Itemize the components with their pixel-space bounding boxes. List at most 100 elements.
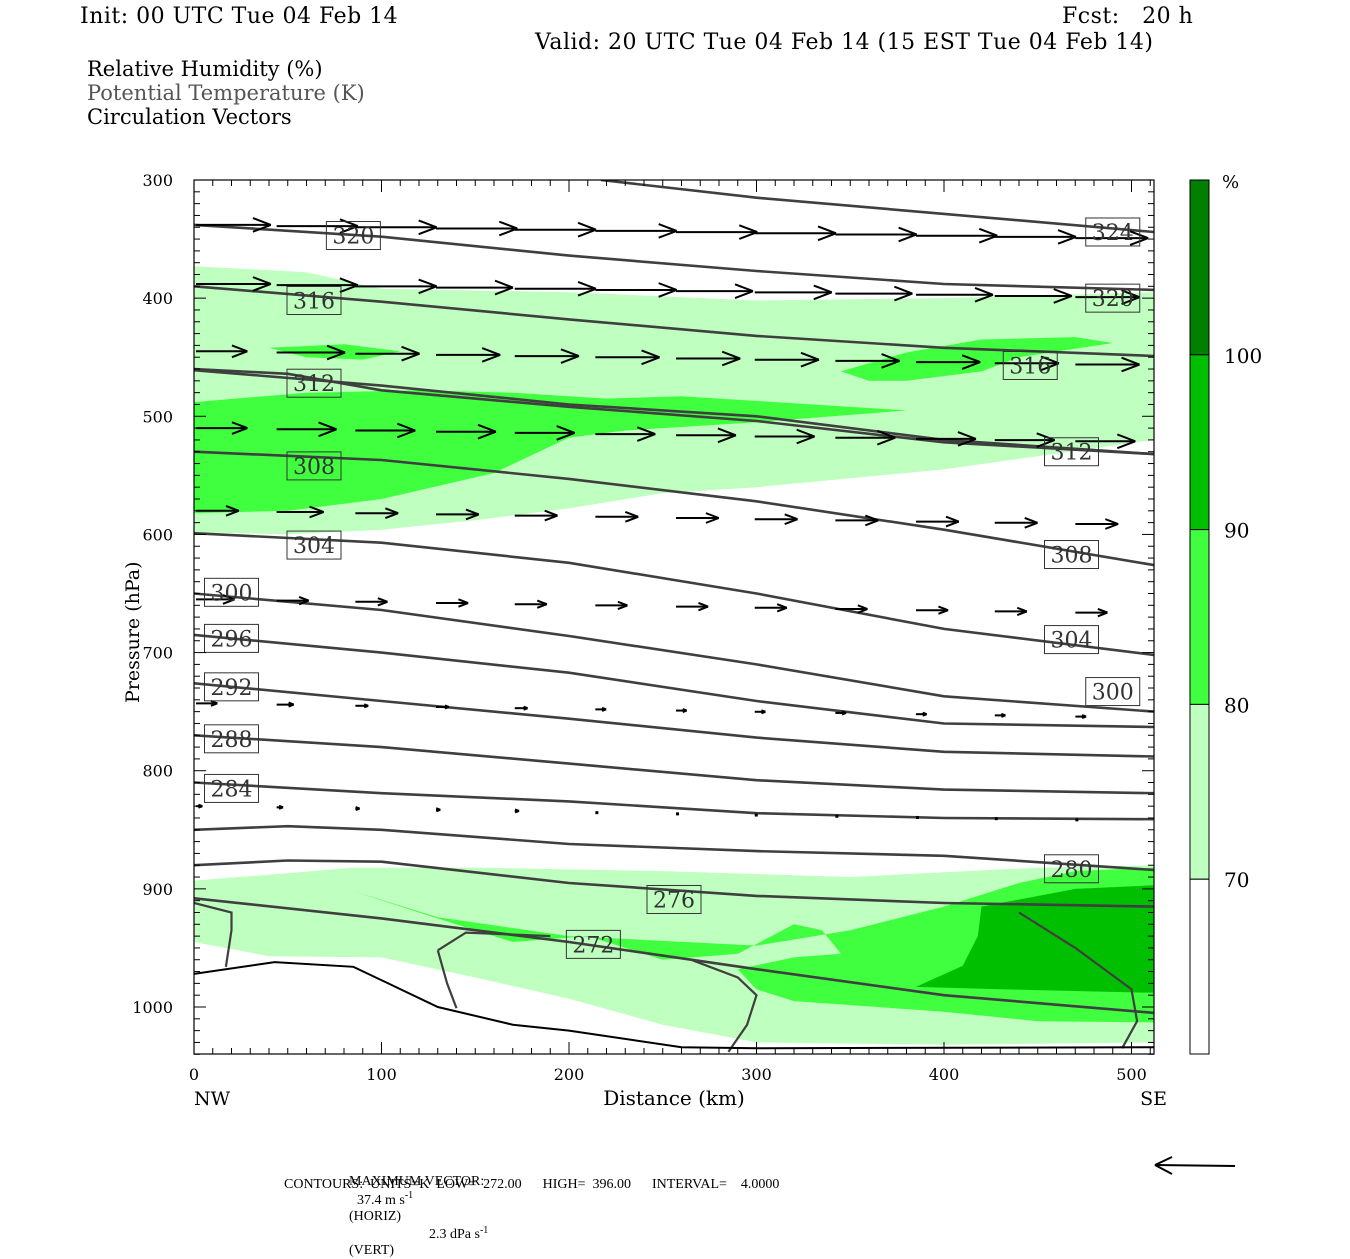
vector-arrow bbox=[436, 704, 450, 710]
vector-head bbox=[377, 597, 388, 603]
vector-head bbox=[418, 285, 438, 295]
contour-label-text: 312 bbox=[293, 372, 335, 397]
y-tick-label: 600 bbox=[142, 525, 173, 544]
max-vector-horiz-tag: (HORIZ) bbox=[349, 1208, 402, 1224]
vector-arrow bbox=[835, 514, 879, 527]
contour-label-text: 288 bbox=[211, 728, 253, 753]
vector-head bbox=[864, 519, 879, 527]
axes: 0 100 200 300 400 500 300 400 500 600 700 800 900 100… bbox=[132, 171, 1154, 1084]
terrain-profile-line bbox=[194, 961, 1154, 1050]
vector-arrow bbox=[1075, 818, 1079, 822]
vector-arrow bbox=[436, 347, 501, 363]
contour-label-text: 316 bbox=[293, 290, 335, 315]
vector-arrow bbox=[994, 712, 1006, 718]
contour-label-box bbox=[565, 929, 621, 959]
vector-head bbox=[617, 600, 628, 607]
colorbar-level-label: 70 bbox=[1224, 868, 1249, 892]
theta-contour-line bbox=[194, 734, 1154, 795]
vector-arrow bbox=[595, 282, 678, 298]
contour-label-text: 272 bbox=[572, 933, 614, 958]
vector-arrow bbox=[355, 219, 438, 236]
theta-contour-line bbox=[194, 859, 1154, 908]
vector-arrow bbox=[514, 425, 575, 441]
x-tick-label: 400 bbox=[929, 1065, 960, 1084]
vector-head bbox=[705, 512, 720, 519]
max-vector-label: MAXIMUM VECTOR: bbox=[349, 1174, 485, 1189]
vector-head bbox=[978, 234, 998, 244]
circulation-vectors bbox=[196, 217, 1149, 822]
legend-potential-temperature: Potential Temperature (K) bbox=[87, 81, 365, 105]
colorbar-segment-below-70 bbox=[1189, 878, 1210, 1055]
legend-relative-humidity: Relative Humidity (%) bbox=[87, 57, 323, 81]
vector-arrow bbox=[676, 283, 754, 299]
contour-label-box bbox=[646, 884, 702, 914]
vector-arrow bbox=[916, 286, 994, 303]
x-tick-label: 100 bbox=[366, 1065, 397, 1084]
vector-head bbox=[231, 350, 248, 359]
vector-arrow bbox=[436, 279, 514, 296]
vector-head bbox=[339, 277, 359, 287]
vector-head bbox=[857, 604, 868, 610]
vector-head bbox=[658, 282, 678, 291]
vector-head bbox=[734, 283, 754, 293]
vector-head bbox=[961, 361, 981, 370]
vector-arrow bbox=[994, 606, 1028, 616]
vector-head bbox=[1116, 433, 1136, 443]
vector-head bbox=[617, 604, 628, 610]
vector-head bbox=[577, 280, 597, 290]
vector-head bbox=[857, 608, 868, 614]
vector-head bbox=[624, 515, 639, 523]
vector-head bbox=[974, 293, 994, 303]
vector-head bbox=[465, 513, 480, 521]
rh-80-90-mid-region bbox=[194, 390, 907, 514]
vector-arrow bbox=[514, 221, 597, 238]
vector-arrow bbox=[514, 280, 597, 297]
vector-head bbox=[326, 344, 346, 354]
vector-head bbox=[465, 508, 480, 516]
vector-head bbox=[978, 227, 998, 237]
vector-arrow bbox=[994, 288, 1073, 304]
vector-head bbox=[1053, 288, 1073, 297]
theta-contour-line bbox=[194, 592, 1154, 713]
vector-head bbox=[363, 704, 369, 709]
contour-label: 292 bbox=[204, 672, 259, 702]
vector-arrow bbox=[676, 224, 758, 240]
contour-label-text: 308 bbox=[1051, 544, 1093, 569]
cross-section-chart: 320 324 316 320 312 316 308 312 304 308 300 304 296 3… bbox=[122, 171, 1262, 1175]
vector-head bbox=[1121, 363, 1140, 373]
vector-head bbox=[1024, 521, 1038, 529]
contour-label-box bbox=[286, 286, 342, 316]
vector-arrow bbox=[676, 350, 741, 367]
vector-head bbox=[198, 805, 203, 809]
vector-arrow bbox=[835, 226, 918, 243]
vector-head bbox=[813, 284, 833, 294]
contour-labels: 320 324 316 320 312 316 308 312 304 308 300 304 296 3… bbox=[204, 217, 1141, 959]
rh-80-90-right-region bbox=[840, 337, 1113, 381]
vector-head bbox=[444, 706, 450, 710]
vector-head bbox=[734, 290, 754, 299]
vector-head bbox=[288, 703, 295, 708]
theta-contour-line bbox=[600, 180, 1154, 234]
theta-contour-line bbox=[437, 931, 551, 952]
vector-head bbox=[494, 279, 514, 289]
vector-head bbox=[841, 712, 847, 716]
contour-label: 288 bbox=[204, 724, 259, 754]
vector-arrow bbox=[514, 808, 520, 814]
vector-head bbox=[738, 224, 758, 234]
vector-arrow bbox=[754, 709, 766, 715]
vector-arrow bbox=[355, 597, 388, 607]
vector-arrow bbox=[916, 431, 977, 447]
vector-head bbox=[938, 609, 949, 615]
vector-arrow bbox=[916, 605, 949, 615]
contour-label-text: 316 bbox=[1009, 354, 1051, 379]
vector-arrow bbox=[994, 229, 1077, 245]
x-axis-label: Distance (km) bbox=[603, 1086, 745, 1110]
vector-head bbox=[698, 605, 709, 612]
vector-head bbox=[1036, 432, 1055, 442]
contour-label-text: 292 bbox=[211, 676, 253, 701]
vector-arrow bbox=[676, 708, 688, 714]
theta-contour-line bbox=[194, 367, 1154, 456]
vector-head bbox=[355, 807, 361, 812]
vector-arrow bbox=[916, 815, 919, 819]
vector-arrow bbox=[676, 602, 709, 612]
